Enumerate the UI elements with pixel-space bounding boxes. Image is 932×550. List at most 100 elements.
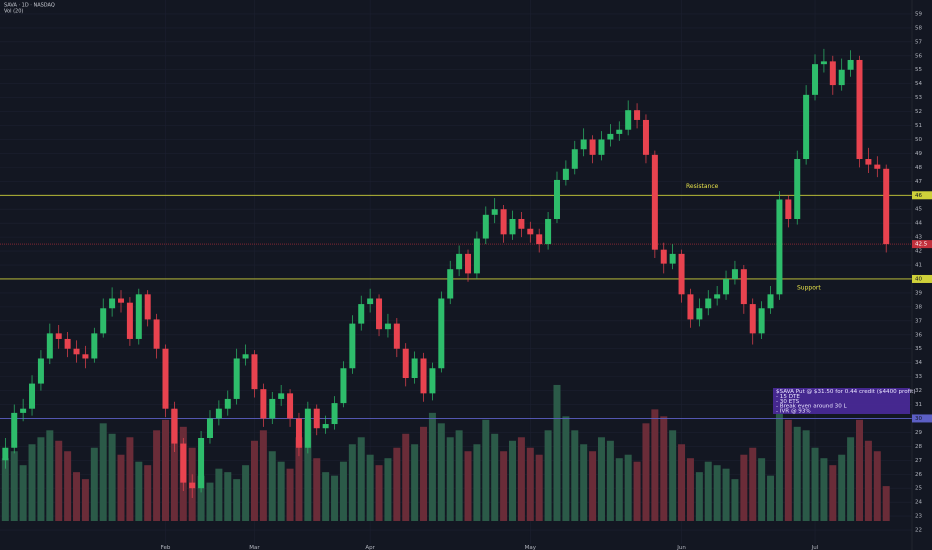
candle-body	[153, 319, 160, 349]
volume-bar	[642, 423, 650, 521]
candle-body	[100, 308, 107, 334]
volume-bar	[678, 444, 686, 521]
candle-body	[723, 278, 730, 295]
candle-body	[571, 149, 578, 169]
price-tag	[912, 240, 932, 249]
candle-body	[438, 298, 445, 369]
y-tick-label: 56	[915, 53, 922, 59]
candle-body	[2, 447, 9, 461]
candle-body	[642, 119, 649, 155]
candle-body	[180, 443, 187, 483]
candle-body	[545, 218, 552, 245]
volume-bar	[856, 419, 864, 521]
candle-body	[242, 354, 249, 359]
volume-bar	[428, 412, 436, 521]
volume-bar	[375, 465, 383, 521]
y-tick-label: 47	[915, 179, 922, 185]
candle-body	[447, 269, 454, 299]
volume-bar	[589, 451, 597, 521]
y-tick-label: 38	[915, 304, 922, 310]
volume-bar	[491, 433, 499, 521]
level-layer: Resistance Support	[0, 183, 912, 419]
candle-body	[287, 393, 294, 419]
y-tick-label: 28	[915, 444, 922, 450]
candle-body	[883, 168, 890, 245]
volume-bar	[99, 423, 107, 521]
candle-body	[589, 139, 596, 155]
volume-bar	[749, 447, 757, 521]
candle-body	[260, 389, 267, 419]
candle-body	[767, 294, 774, 309]
volume-bar	[117, 454, 125, 521]
y-tick-label: 57	[915, 39, 922, 45]
candle-body	[393, 323, 400, 349]
volume-bar	[633, 461, 641, 521]
candle-body	[856, 59, 863, 160]
volume-bar	[847, 437, 855, 521]
volume-bar	[126, 437, 134, 521]
volume-bar	[224, 472, 232, 521]
volume-bar	[571, 430, 579, 521]
volume-bar	[651, 409, 659, 521]
volume-bar	[322, 472, 330, 521]
volume-bar	[161, 419, 169, 521]
candle-body	[491, 209, 498, 215]
y-tick-label: 41	[915, 263, 922, 269]
volume-bar	[704, 461, 712, 521]
volume-bar	[233, 479, 241, 521]
volume-bar	[660, 416, 668, 521]
volume-bar	[81, 479, 89, 521]
candle-body	[758, 308, 765, 334]
volume-bar	[46, 430, 54, 521]
y-tick-label: 58	[915, 25, 922, 31]
candle-body	[838, 69, 845, 86]
candle-body	[812, 64, 819, 95]
y-tick-label: 33	[915, 374, 922, 380]
volume-bar	[144, 465, 152, 521]
volume-bar	[873, 451, 881, 521]
y-tick-label: 31	[915, 402, 922, 408]
candle-body	[269, 398, 276, 419]
candle-body	[420, 358, 427, 394]
volume-bar	[437, 423, 445, 521]
volume-bar	[544, 430, 552, 521]
candle-body	[803, 94, 810, 160]
volume-bar	[526, 447, 534, 521]
candle-body	[11, 412, 18, 448]
annotation-line: - IVR @ 93%	[776, 409, 811, 415]
candle-body	[251, 354, 258, 390]
volume-bar	[500, 451, 508, 521]
candle-body	[634, 110, 641, 120]
candle-body	[64, 338, 71, 349]
candle-body	[126, 302, 133, 339]
candle-body	[553, 179, 560, 219]
candle-body	[118, 298, 125, 303]
candle-body	[402, 348, 409, 379]
y-tick-label: 39	[915, 290, 922, 296]
y-tick-label: 36	[915, 332, 922, 338]
x-tick-label: Jul	[811, 545, 819, 550]
y-tick-label: 53	[915, 95, 922, 101]
volume-bar	[784, 419, 792, 521]
volume-bar	[64, 451, 72, 521]
volume-bar	[206, 482, 214, 521]
volume-bar	[811, 447, 819, 521]
candle-body	[376, 298, 383, 330]
candle-body	[776, 199, 783, 295]
candle-body	[500, 209, 507, 235]
volume-bar	[686, 458, 694, 521]
volume-bar	[135, 461, 143, 521]
volume-bar	[331, 475, 339, 521]
volume-bar	[606, 440, 614, 521]
volume-bar	[37, 437, 45, 521]
volume-bar	[153, 430, 161, 521]
volume-bar	[19, 465, 27, 521]
chart-title: SAVA · 1D · NASDAQ	[4, 3, 55, 9]
y-tick-label: 59	[915, 11, 922, 17]
volume-bar	[170, 409, 178, 521]
volume-bar	[108, 433, 116, 521]
y-tick-label: 49	[915, 151, 922, 157]
volume-bar	[864, 440, 872, 521]
axis-layer: 22 23 24 25 26 27 28 29 30 31 32 33 34 35 36 37 38 39 40 41…	[161, 11, 932, 550]
